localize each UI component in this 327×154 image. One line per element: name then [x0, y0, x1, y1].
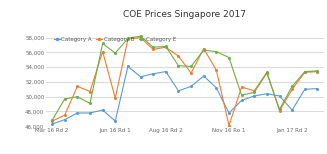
Category E	[316, 70, 319, 72]
Category E	[63, 98, 67, 100]
Category E	[164, 46, 168, 47]
Category B	[113, 97, 117, 99]
Category B	[126, 38, 130, 40]
Category A	[50, 123, 54, 125]
Category E	[290, 85, 294, 87]
Category B	[101, 51, 105, 53]
Category B	[290, 88, 294, 90]
Category A	[88, 112, 92, 114]
Category B	[227, 125, 231, 126]
Line: Category A: Category A	[51, 65, 319, 126]
Line: Category B: Category B	[51, 36, 319, 127]
Category A	[113, 120, 117, 122]
Category E	[240, 94, 244, 96]
Category E	[265, 72, 269, 74]
Legend: Category A, Category B, Category E: Category A, Category B, Category E	[54, 37, 176, 42]
Category E	[88, 102, 92, 104]
Category A	[252, 95, 256, 97]
Category E	[139, 35, 143, 37]
Category A	[101, 109, 105, 111]
Category B	[215, 69, 218, 71]
Category E	[252, 91, 256, 93]
Category A	[76, 112, 79, 114]
Category B	[88, 91, 92, 92]
Category E	[151, 46, 155, 48]
Category E	[113, 52, 117, 54]
Category B	[189, 72, 193, 74]
Category A	[227, 112, 231, 114]
Category A	[202, 75, 206, 77]
Category A	[139, 76, 143, 78]
Category E	[126, 37, 130, 39]
Category B	[303, 71, 307, 73]
Category A	[126, 65, 130, 67]
Category E	[76, 96, 79, 98]
Category B	[252, 90, 256, 92]
Category A	[189, 85, 193, 87]
Category B	[202, 48, 206, 50]
Category B	[50, 120, 54, 122]
Category E	[50, 120, 54, 121]
Category E	[101, 43, 105, 44]
Category E	[177, 65, 181, 67]
Category E	[202, 49, 206, 51]
Category B	[265, 71, 269, 73]
Category A	[278, 95, 282, 97]
Category B	[63, 114, 67, 116]
Category A	[151, 73, 155, 75]
Category A	[265, 93, 269, 95]
Category B	[76, 85, 79, 87]
Category E	[227, 57, 231, 59]
Category A	[316, 88, 319, 89]
Category B	[278, 110, 282, 112]
Category E	[278, 108, 282, 110]
Category B	[177, 55, 181, 57]
Category E	[189, 65, 193, 67]
Category A	[177, 90, 181, 92]
Category B	[139, 37, 143, 38]
Category A	[215, 87, 218, 89]
Category A	[63, 119, 67, 121]
Line: Category E: Category E	[51, 34, 319, 122]
Category E	[215, 51, 218, 53]
Category B	[164, 46, 168, 48]
Category A	[290, 109, 294, 111]
Title: COE Prices Singapore 2017: COE Prices Singapore 2017	[123, 10, 246, 19]
Category A	[164, 71, 168, 73]
Category B	[316, 71, 319, 73]
Category A	[303, 88, 307, 90]
Category E	[303, 71, 307, 73]
Category B	[151, 49, 155, 50]
Category B	[240, 86, 244, 88]
Category A	[240, 99, 244, 101]
